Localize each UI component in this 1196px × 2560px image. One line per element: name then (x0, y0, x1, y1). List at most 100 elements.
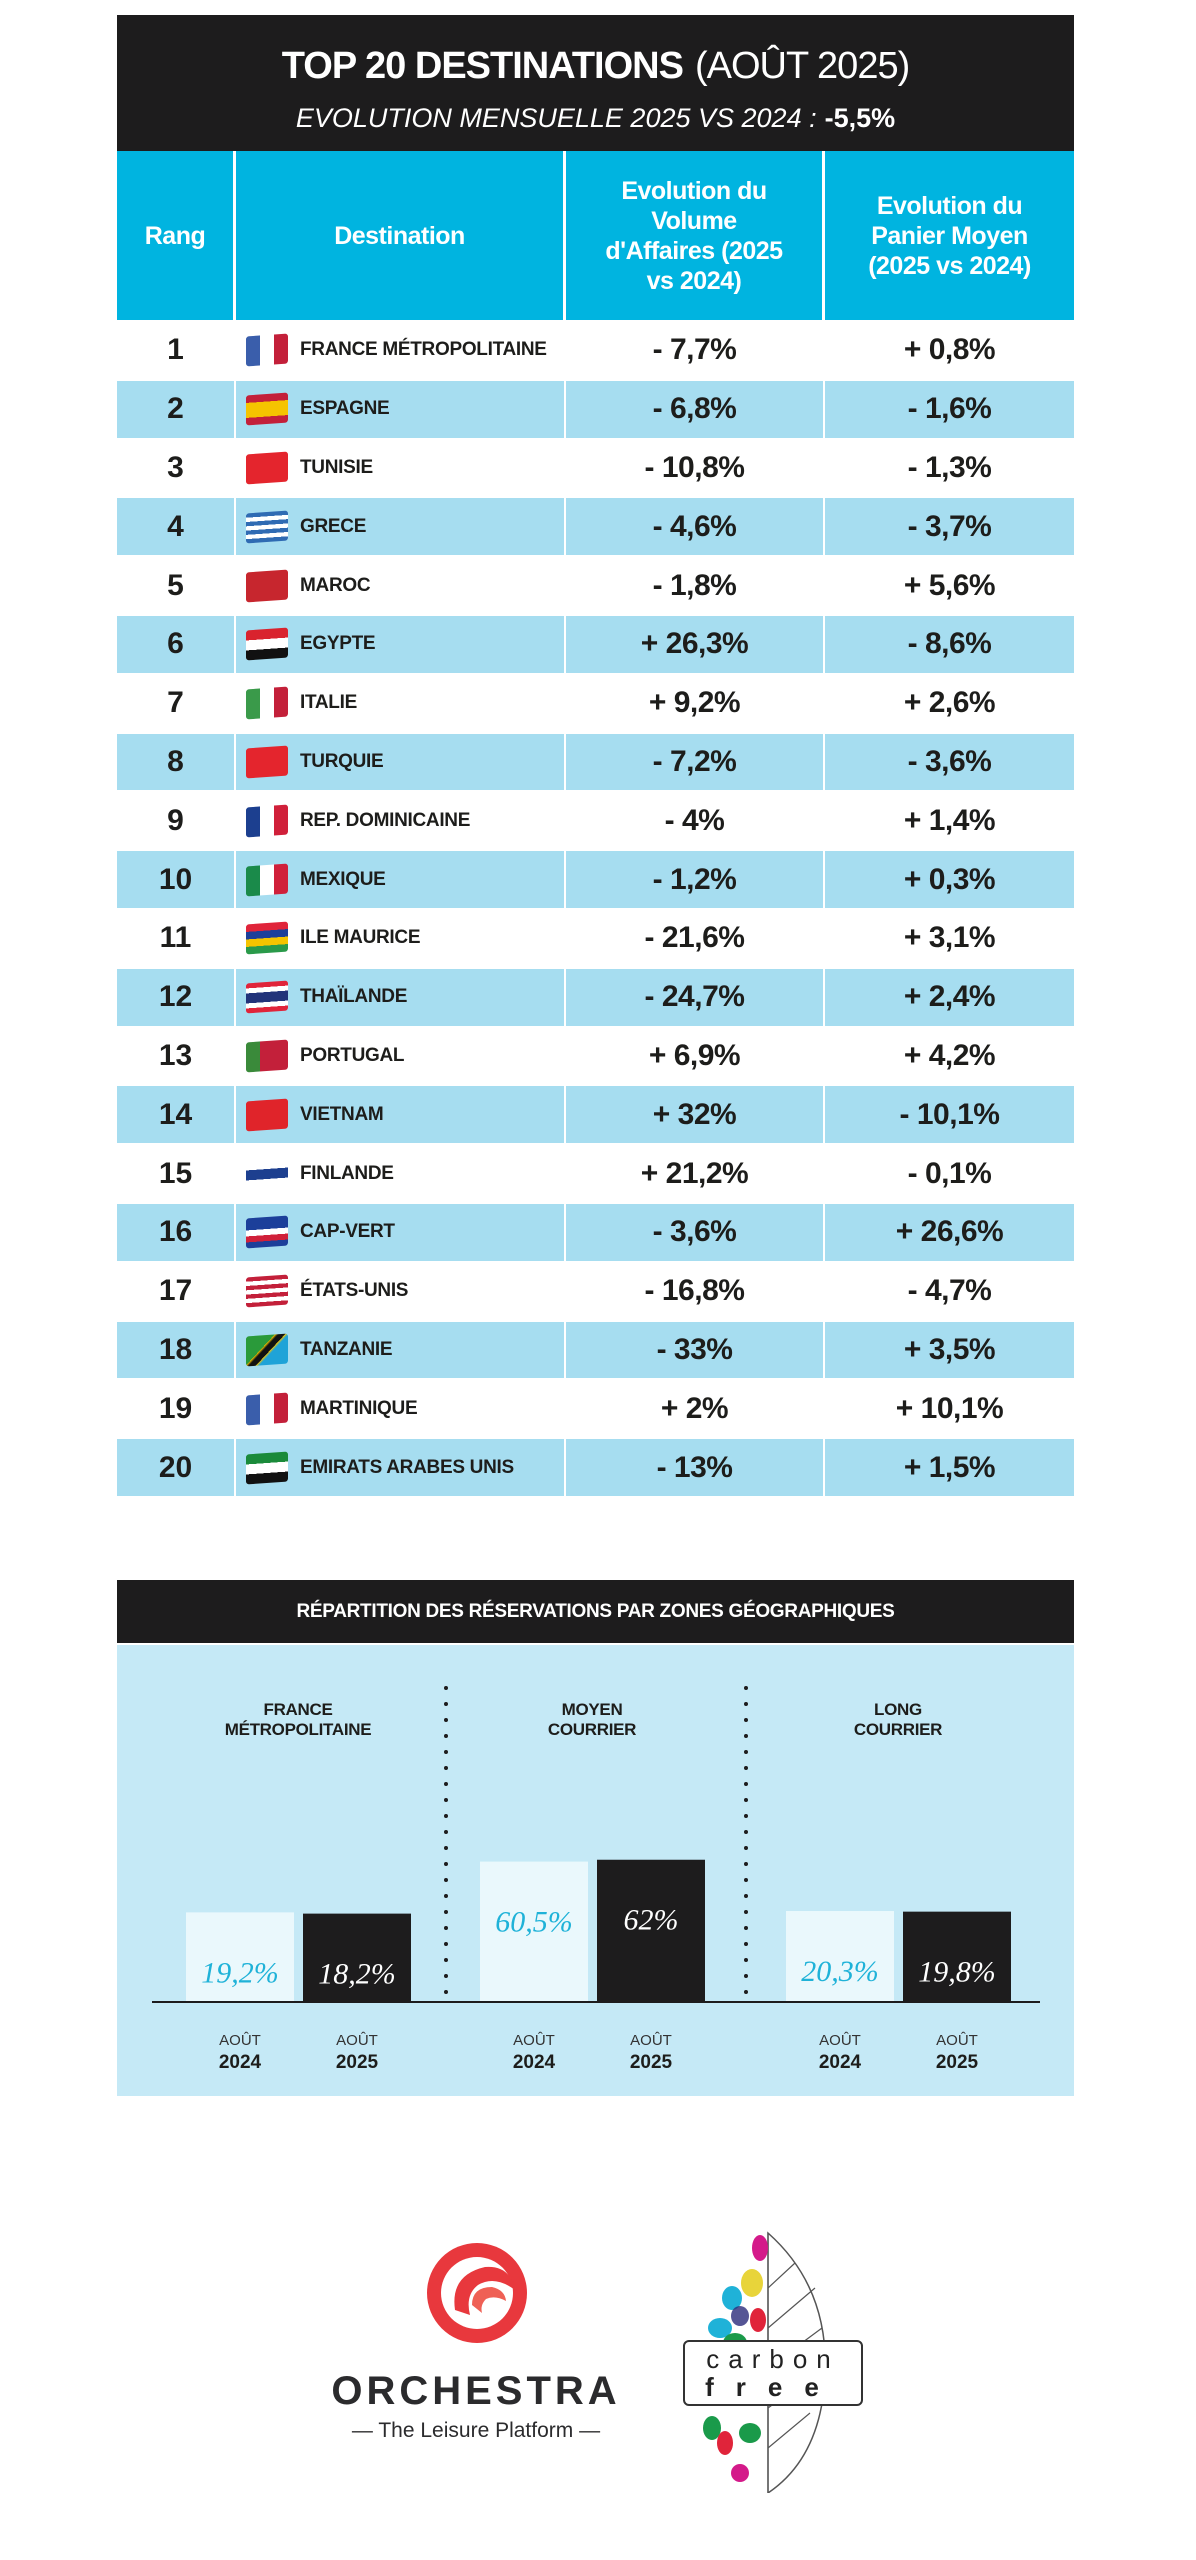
volume-evolution-cell: - 3,6% (566, 1203, 825, 1261)
panier-evolution-cell: + 0,8% (903, 333, 996, 367)
rank-cell: 1 (117, 322, 236, 379)
panier-evolution-cell: - 3,6% (907, 744, 992, 778)
orchestra-name: ORCHESTRA (331, 2369, 621, 2413)
destination-cell: ESPAGNE (236, 380, 566, 438)
destination-cell: ÉTATS-UNIS (236, 1262, 566, 1320)
destination-name: FRANCE MÉTROPOLITAINE (300, 339, 547, 361)
destination-name: VIETNAM (300, 1103, 384, 1125)
destination-cell: TUNISIE (236, 439, 566, 497)
rank-cell: 13 (117, 1027, 236, 1085)
destination-cell: MARTINIQUE (236, 1380, 566, 1438)
volume-evolution-cell: + 9,2% (566, 674, 825, 732)
table-header: Rang Destination Evolution du Volume d'A… (117, 151, 1074, 320)
rank-cell: 18 (117, 1321, 236, 1379)
bar-value-label: 20,3% (801, 1955, 879, 1988)
table-row: 17 ÉTATS-UNIS - 16,8% - 4,7% (117, 1262, 1074, 1322)
orchestra-tagline: — The Leisure Platform — (351, 2419, 601, 2442)
destination-cell: MAROC (236, 557, 566, 614)
destination-cell: GRECE (236, 498, 566, 556)
table-row: 6 EGYPTE + 26,3% - 8,6% (117, 615, 1074, 675)
rank-cell: 20 (117, 1439, 236, 1496)
zone-title: FRANCE MÉTROPOLITAINE (224, 1700, 372, 1739)
x-axis-label: AOÛT 2025 (935, 2032, 979, 2073)
x-axis-label: AOÛT 2025 (629, 2032, 673, 2073)
bar-2024-1 (480, 1861, 588, 2002)
bar-value-label: 18,2% (318, 1958, 396, 1991)
title-banner: TOP 20 DESTINATIONS (AOÛT 2025) EVOLUTION… (117, 15, 1074, 151)
rank-cell: 15 (117, 1145, 236, 1202)
table-row: 2 ESPAGNE - 6,8% - 1,6% (117, 380, 1074, 440)
rank-cell: 14 (117, 1086, 236, 1144)
destination-name: TANZANIE (300, 1338, 393, 1360)
bar-value-label: 19,8% (918, 1956, 996, 1989)
carbon-free-text: carbon free (683, 2340, 863, 2406)
panier-evolution-cell: + 0,3% (903, 862, 996, 896)
title-bold: TOP 20 DESTINATIONS (281, 45, 684, 87)
rank-cell: 6 (117, 615, 236, 673)
orchestra-logo: ORCHESTRA — The Leisure Platform — (320, 2235, 640, 2445)
panier-evolution-cell: - 1,6% (907, 392, 992, 426)
volume-evolution-cell: + 32% (566, 1086, 825, 1144)
table-row: 20 EMIRATS ARABES UNIS - 13% + 1,5% (117, 1439, 1074, 1498)
zone-title: MOYEN COURRIER (547, 1700, 637, 1739)
rank-cell: 8 (117, 733, 236, 791)
page-title: TOP 20 DESTINATIONS (AOÛT 2025) (117, 45, 1074, 88)
volume-evolution-cell: - 1,2% (566, 851, 825, 908)
destination-cell: ILE MAURICE (236, 909, 566, 967)
destination-name: CAP-VERT (300, 1221, 395, 1243)
destination-cell: CAP-VERT (236, 1203, 566, 1261)
table-row: 15 FINLANDE + 21,2% - 0,1% (117, 1145, 1074, 1204)
destination-cell: FRANCE MÉTROPOLITAINE (236, 322, 566, 379)
destination-cell: ITALIE (236, 674, 566, 732)
destination-name: TUNISIE (300, 456, 373, 478)
rank-cell: 12 (117, 968, 236, 1026)
panier-evolution-cell: - 1,3% (907, 450, 992, 484)
bar-value-label: 19,2% (201, 1956, 279, 1989)
panier-evolution-cell: + 2,4% (903, 980, 996, 1014)
destination-cell: REP. DOMINICAINE (236, 792, 566, 850)
table-row: 8 TURQUIE - 7,2% - 3,6% (117, 733, 1074, 793)
volume-evolution-cell: - 1,8% (566, 557, 825, 614)
column-header-panier: Evolution du Panier Moyen (2025 vs 2024) (868, 191, 1031, 280)
table-row: 4 GRECE - 4,6% - 3,7% (117, 498, 1074, 558)
chart-panel (117, 1645, 1074, 2096)
table-row: 9 REP. DOMINICAINE - 4% + 1,4% (117, 792, 1074, 852)
table-row: 3 TUNISIE - 10,8% - 1,3% (117, 439, 1074, 499)
destination-name: ITALIE (300, 692, 357, 714)
table-row: 10 MEXIQUE - 1,2% + 0,3% (117, 851, 1074, 910)
title-period: (AOÛT 2025) (694, 45, 910, 87)
destination-name: MAROC (300, 574, 371, 596)
free-word: free (705, 2372, 841, 2402)
destination-cell: EGYPTE (236, 615, 566, 673)
bar-2024-2 (786, 1911, 894, 2002)
volume-evolution-cell: + 2% (566, 1380, 825, 1438)
rank-cell: 19 (117, 1380, 236, 1438)
panier-evolution-cell: + 1,4% (903, 803, 996, 837)
carbon-free-logo: carbon free (680, 2228, 870, 2493)
bar-2025-0 (303, 1913, 411, 2002)
destination-name: EMIRATS ARABES UNIS (300, 1456, 514, 1478)
volume-evolution-cell: - 7,7% (566, 322, 825, 379)
subtitle: EVOLUTION MENSUELLE 2025 VS 2024 : -5,5% (117, 103, 1074, 134)
column-header-volume: Evolution du Volume d'Affaires (2025 vs … (566, 151, 825, 320)
table-row: 5 MAROC - 1,8% + 5,6% (117, 557, 1074, 616)
destination-cell: VIETNAM (236, 1086, 566, 1144)
panier-evolution-cell: + 26,6% (895, 1215, 1004, 1249)
bar-value-label: 62% (624, 1904, 679, 1937)
bar-2025-1 (597, 1859, 705, 2002)
x-axis-label: AOÛT 2025 (335, 2032, 379, 2073)
panier-evolution-cell: + 2,6% (903, 686, 996, 720)
destination-name: GRECE (300, 515, 367, 537)
destination-name: PORTUGAL (300, 1044, 405, 1066)
destination-cell: THAÏLANDE (236, 968, 566, 1026)
panier-evolution-cell: + 10,1% (895, 1391, 1004, 1425)
volume-evolution-cell: + 21,2% (566, 1145, 825, 1202)
table-row: 12 THAÏLANDE - 24,7% + 2,4% (117, 968, 1074, 1028)
destination-cell: EMIRATS ARABES UNIS (236, 1439, 566, 1496)
panier-evolution-cell: + 4,2% (903, 1038, 996, 1072)
rank-cell: 11 (117, 909, 236, 967)
bar-2025-2 (903, 1911, 1011, 2002)
table-row: 19 MARTINIQUE + 2% + 10,1% (117, 1380, 1074, 1440)
volume-evolution-cell: - 7,2% (566, 733, 825, 791)
